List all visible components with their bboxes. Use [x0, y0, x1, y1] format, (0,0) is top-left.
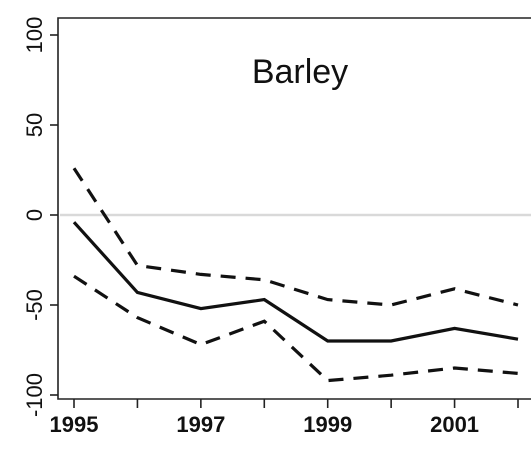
y-tick-label: 50: [22, 113, 47, 137]
series-layer: [72, 167, 519, 383]
dashed-series-line-1: [72, 167, 519, 307]
y-tick-label: 100: [22, 17, 47, 54]
y-tick-label: -100: [22, 373, 47, 417]
dashed-series-line-3: [73, 274, 519, 383]
x-tick-label: 1995: [50, 412, 99, 437]
axes-layer: -100 -50 0 50 100 1995 1997 1999 2001: [22, 17, 531, 437]
chart-title: Barley: [252, 53, 348, 91]
x-tick-label: 2001: [430, 412, 479, 437]
x-tick-label: 1999: [303, 412, 352, 437]
plot-frame: [57, 17, 531, 400]
solid-series-line-2: [72, 221, 519, 343]
y-tick-label: -50: [22, 289, 47, 321]
x-tick-label: 1997: [176, 412, 225, 437]
y-tick-label: 0: [22, 209, 47, 221]
